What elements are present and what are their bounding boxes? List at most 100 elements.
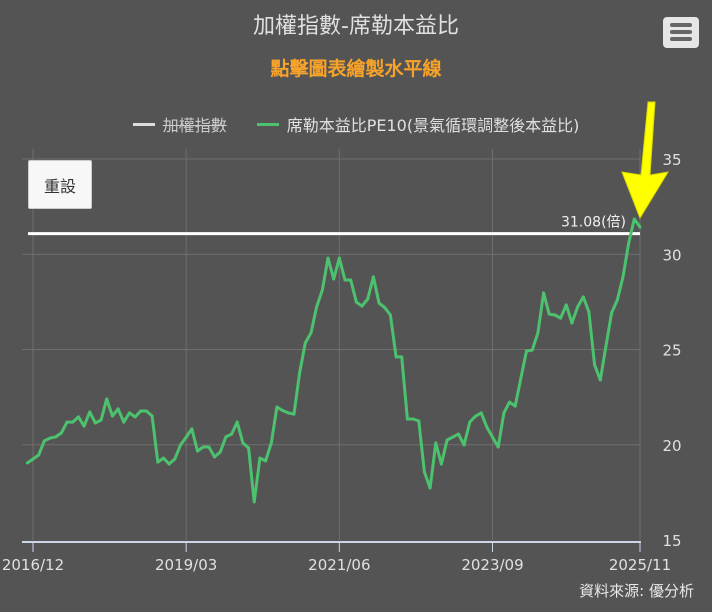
data-point bbox=[439, 462, 443, 466]
data-point bbox=[360, 304, 364, 308]
reset-button[interactable]: 重設 bbox=[28, 160, 92, 209]
x-tick-label: 2016/12 bbox=[2, 556, 64, 574]
data-point bbox=[547, 312, 551, 316]
data-point bbox=[110, 414, 114, 418]
data-point bbox=[519, 376, 523, 380]
data-point bbox=[491, 435, 495, 439]
data-point bbox=[508, 400, 512, 404]
data-point bbox=[456, 432, 460, 436]
legend-item-cape[interactable]: 席勒本益比PE10(景氣循環調整後本益比) bbox=[256, 112, 580, 136]
data-point bbox=[258, 456, 262, 460]
data-point bbox=[213, 455, 217, 459]
data-point bbox=[615, 298, 619, 302]
data-point bbox=[127, 411, 131, 415]
data-point bbox=[468, 420, 472, 424]
data-point bbox=[105, 397, 109, 401]
data-point bbox=[422, 470, 426, 474]
legend-item-taiex[interactable]: 加權指數 bbox=[132, 112, 227, 136]
data-point bbox=[451, 435, 455, 439]
data-point bbox=[479, 411, 483, 415]
data-point bbox=[252, 500, 256, 504]
data-point bbox=[320, 288, 324, 292]
data-point bbox=[201, 445, 205, 449]
data-point bbox=[303, 341, 307, 345]
data-point bbox=[224, 435, 228, 439]
data-point bbox=[48, 436, 52, 440]
data-point bbox=[326, 256, 330, 260]
data-point bbox=[275, 405, 279, 409]
data-point bbox=[332, 277, 336, 281]
x-tick-label: 2019/03 bbox=[155, 556, 217, 574]
annotation-arrow-icon bbox=[621, 101, 669, 220]
data-point bbox=[405, 417, 409, 421]
data-point bbox=[417, 419, 421, 423]
data-point bbox=[559, 316, 563, 320]
data-point bbox=[434, 441, 438, 445]
data-point bbox=[366, 297, 370, 301]
legend-label: 加權指數 bbox=[162, 116, 227, 135]
data-point bbox=[621, 275, 625, 279]
data-point bbox=[400, 355, 404, 359]
data-point bbox=[593, 363, 597, 367]
data-point bbox=[196, 449, 200, 453]
series-line-cape bbox=[26, 217, 642, 504]
data-point bbox=[343, 278, 347, 282]
data-point bbox=[315, 305, 319, 309]
data-point bbox=[122, 420, 126, 424]
data-point bbox=[218, 450, 222, 454]
data-point bbox=[564, 303, 568, 307]
legend-label: 席勒本益比PE10(景氣循環調整後本益比) bbox=[286, 116, 580, 135]
data-point bbox=[632, 217, 636, 221]
data-point bbox=[93, 421, 97, 425]
data-point bbox=[462, 443, 466, 447]
data-point bbox=[525, 349, 529, 353]
data-point bbox=[156, 460, 160, 464]
data-point bbox=[139, 409, 143, 413]
data-point bbox=[388, 313, 392, 317]
x-tick-label: 2021/06 bbox=[308, 556, 370, 574]
data-point bbox=[576, 305, 580, 309]
data-point bbox=[337, 256, 341, 260]
data-point bbox=[25, 461, 29, 465]
data-point bbox=[371, 275, 375, 279]
y-tick-label: 35 bbox=[662, 151, 681, 169]
data-point bbox=[264, 459, 268, 463]
x-tick-label: 2025/11 bbox=[609, 556, 671, 574]
data-point bbox=[116, 407, 120, 411]
data-point bbox=[150, 414, 154, 418]
data-point bbox=[269, 441, 273, 445]
data-point bbox=[627, 241, 631, 245]
chart-title: 加權指數-席勒本益比 bbox=[253, 14, 459, 39]
data-point bbox=[82, 424, 86, 428]
data-point bbox=[99, 418, 103, 422]
data-point bbox=[241, 441, 245, 445]
data-point bbox=[42, 439, 46, 443]
data-point bbox=[235, 420, 239, 424]
data-point bbox=[610, 311, 614, 315]
data-point bbox=[54, 435, 58, 439]
data-point bbox=[59, 431, 63, 435]
data-point bbox=[286, 411, 290, 415]
data-point bbox=[298, 371, 302, 375]
data-point bbox=[530, 348, 534, 352]
data-point bbox=[76, 415, 80, 419]
data-point bbox=[161, 456, 165, 460]
data-point bbox=[428, 486, 432, 490]
data-point bbox=[638, 225, 642, 229]
hamburger-menu-icon[interactable] bbox=[663, 17, 699, 48]
data-point bbox=[167, 462, 171, 466]
data-point bbox=[65, 420, 69, 424]
chart-subtitle: 點擊圖表繪製水平線 bbox=[270, 58, 442, 80]
data-point bbox=[173, 457, 177, 461]
data-point bbox=[354, 300, 358, 304]
data-point bbox=[309, 331, 313, 335]
data-point bbox=[445, 438, 449, 442]
legend-swatch bbox=[256, 122, 279, 126]
data-point bbox=[598, 378, 602, 382]
data-point bbox=[553, 313, 557, 317]
data-point bbox=[144, 409, 148, 413]
y-tick-label: 25 bbox=[662, 342, 681, 360]
data-point bbox=[133, 415, 137, 419]
data-point bbox=[377, 301, 381, 305]
